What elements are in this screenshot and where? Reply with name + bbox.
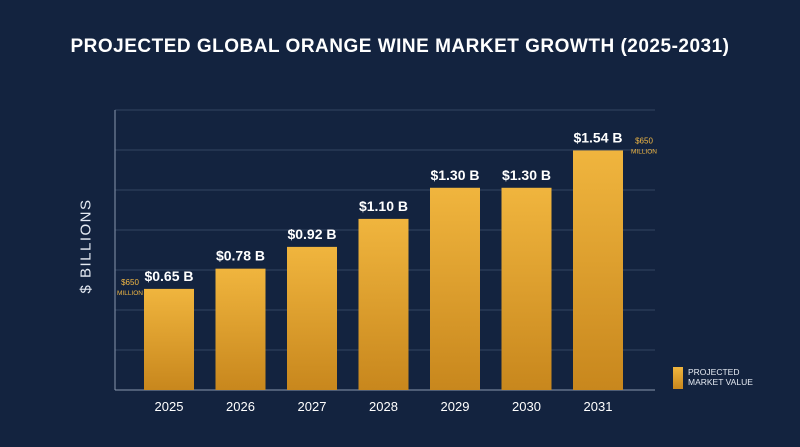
bar-2026 xyxy=(215,268,266,390)
x-tick-label-2025: 2025 xyxy=(155,399,184,414)
data-label-2026: $0.78 B xyxy=(216,248,265,264)
data-label-2025: $0.65 B xyxy=(144,268,193,284)
x-tick-label-2028: 2028 xyxy=(369,399,398,414)
chart-title: PROJECTED GLOBAL ORANGE WINE MARKET GROW… xyxy=(70,36,730,57)
legend: PROJECTED MARKET VALUE xyxy=(673,367,758,389)
annotation-2025: $650 MILLION xyxy=(117,278,143,297)
data-label-2027: $0.92 B xyxy=(287,226,336,242)
legend-swatch xyxy=(673,367,683,389)
annotation-2031: $650 MILLION xyxy=(631,136,657,155)
data-label-2031: $1.54 B xyxy=(573,129,622,145)
bar-2029 xyxy=(430,187,480,390)
bar-2025 xyxy=(144,288,194,390)
x-tick-label-2030: 2030 xyxy=(512,399,541,414)
data-label-2030: $1.30 B xyxy=(502,167,551,183)
legend-label: PROJECTED MARKET VALUE xyxy=(688,367,753,387)
x-tick-label-2026: 2026 xyxy=(226,399,255,414)
bar-2031 xyxy=(573,150,623,390)
bar-2030 xyxy=(501,187,552,390)
data-label-2029: $1.30 B xyxy=(430,167,479,183)
x-tick-label-2031: 2031 xyxy=(584,399,613,414)
bar-2027 xyxy=(287,246,337,390)
bar-2028 xyxy=(358,218,409,390)
data-label-2028: $1.10 B xyxy=(359,198,408,214)
x-tick-label-2027: 2027 xyxy=(298,399,327,414)
x-tick-label-2029: 2029 xyxy=(441,399,470,414)
